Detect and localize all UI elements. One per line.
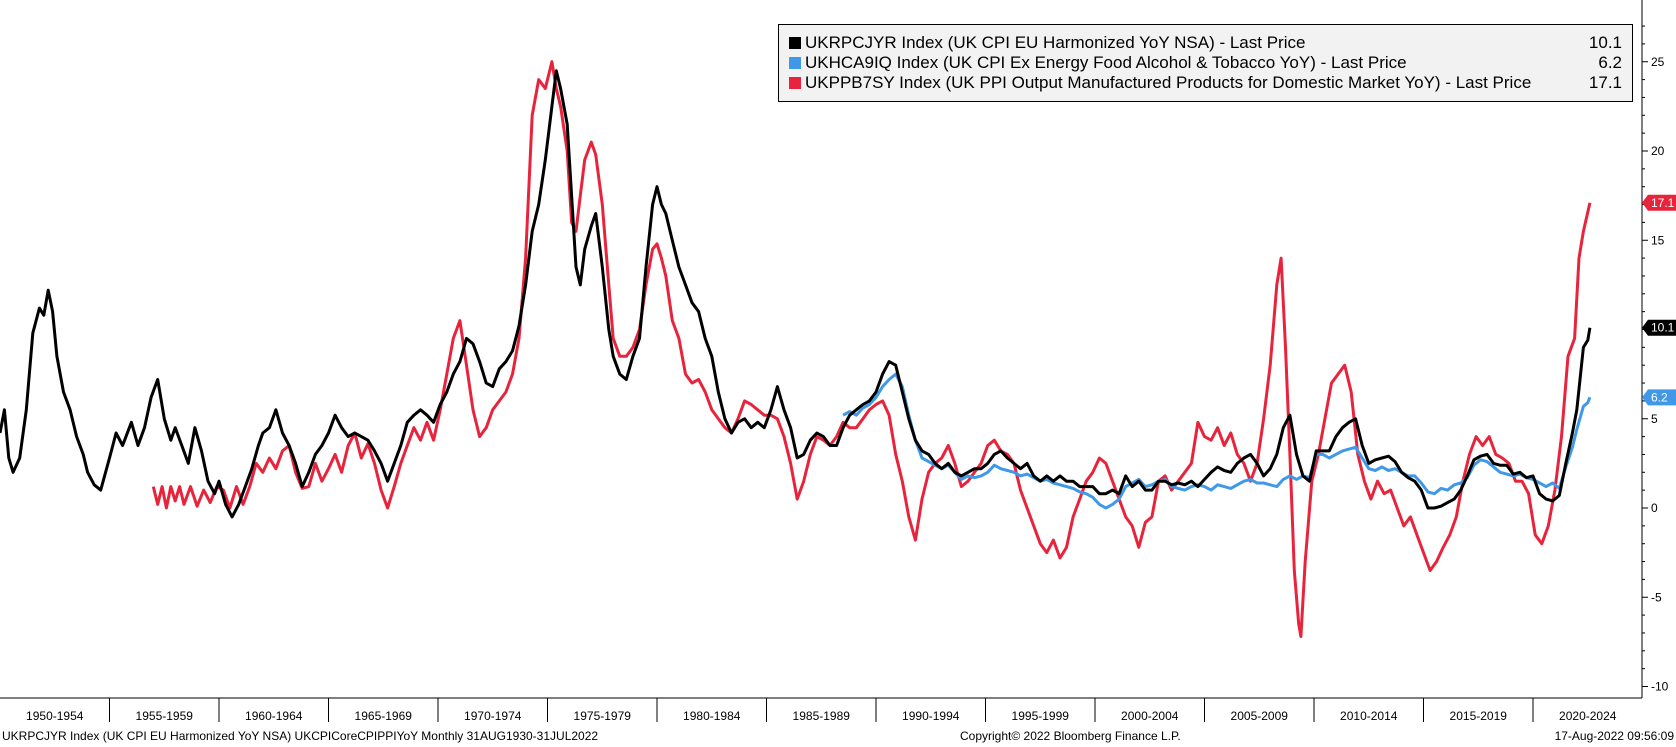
legend-swatch-red xyxy=(789,77,801,89)
legend-swatch-black xyxy=(789,37,801,49)
legend-value: 6.2 xyxy=(1598,53,1622,72)
legend-entry-blue: UKHCA9IQ Index (UK CPI Ex Energy Food Al… xyxy=(789,53,1622,73)
last-value-tag-text: 10.1 xyxy=(1651,321,1675,335)
y-tick-label: 5 xyxy=(1651,412,1658,426)
y-tick-label: -10 xyxy=(1651,680,1669,694)
legend-value: 17.1 xyxy=(1588,73,1622,92)
last-value-tag-blue: 6.2 xyxy=(1642,389,1676,406)
last-value-tag-text: 6.2 xyxy=(1651,390,1668,404)
last-value-tags: 10.1 6.2 17.1 xyxy=(1642,194,1676,406)
series-lines xyxy=(0,60,1592,638)
legend-value: 10.1 xyxy=(1588,33,1622,52)
x-tick-label: 1970-1974 xyxy=(464,709,522,723)
footer-source: UKRPCJYR Index (UK CPI EU Harmonized YoY… xyxy=(2,729,599,743)
footer-copyright: Copyright© 2022 Bloomberg Finance L.P. xyxy=(960,729,1181,743)
x-tick-label: 1990-1994 xyxy=(902,709,960,723)
last-value-tag-shape xyxy=(1642,389,1676,406)
axes: -10-505101520251950-19541955-19591960-19… xyxy=(0,0,1669,723)
last-value-tag-red: 17.1 xyxy=(1642,194,1676,211)
last-value-tag-text: 17.1 xyxy=(1651,196,1675,210)
series-line-red xyxy=(151,60,1592,638)
x-tick-label: 1995-1999 xyxy=(1012,709,1070,723)
last-value-tag-black: 10.1 xyxy=(1642,319,1676,336)
x-tick-label: 2010-2014 xyxy=(1340,709,1398,723)
legend-swatch-blue xyxy=(789,57,801,69)
legend-label: UKRPCJYR Index (UK CPI EU Harmonized YoY… xyxy=(805,33,1306,52)
last-value-tag-shape xyxy=(1642,194,1676,211)
y-tick-label: 0 xyxy=(1651,501,1658,515)
x-tick-label: 2020-2024 xyxy=(1559,709,1617,723)
y-tick-label: 25 xyxy=(1651,55,1665,69)
x-tick-label: 2000-2004 xyxy=(1121,709,1179,723)
x-tick-label: 2005-2009 xyxy=(1231,709,1289,723)
x-tick-label: 1975-1979 xyxy=(574,709,632,723)
x-tick-label: 1965-1969 xyxy=(355,709,413,723)
x-tick-label: 1955-1959 xyxy=(136,709,194,723)
legend-entry-red: UKPPB7SY Index (UK PPI Output Manufactur… xyxy=(789,73,1622,93)
x-tick-label: 2015-2019 xyxy=(1450,709,1508,723)
y-tick-label: -5 xyxy=(1651,590,1662,604)
x-tick-label: 1980-1984 xyxy=(683,709,741,723)
legend-label: UKHCA9IQ Index (UK CPI Ex Energy Food Al… xyxy=(805,53,1407,72)
legend-label: UKPPB7SY Index (UK PPI Output Manufactur… xyxy=(805,73,1532,92)
last-value-tag-shape xyxy=(1642,319,1676,336)
legend-entry-black: UKRPCJYR Index (UK CPI EU Harmonized YoY… xyxy=(789,33,1622,53)
y-tick-label: 15 xyxy=(1651,233,1665,247)
x-tick-label: 1950-1954 xyxy=(26,709,84,723)
y-tick-label: 20 xyxy=(1651,144,1665,158)
series-line-black xyxy=(0,69,1592,519)
legend: UKRPCJYR Index (UK CPI EU Harmonized YoY… xyxy=(778,24,1633,102)
series-line-blue xyxy=(842,372,1592,510)
x-tick-label: 1985-1989 xyxy=(793,709,851,723)
footer-timestamp: 17-Aug-2022 09:56:09 xyxy=(1554,729,1674,743)
x-tick-label: 1960-1964 xyxy=(245,709,303,723)
